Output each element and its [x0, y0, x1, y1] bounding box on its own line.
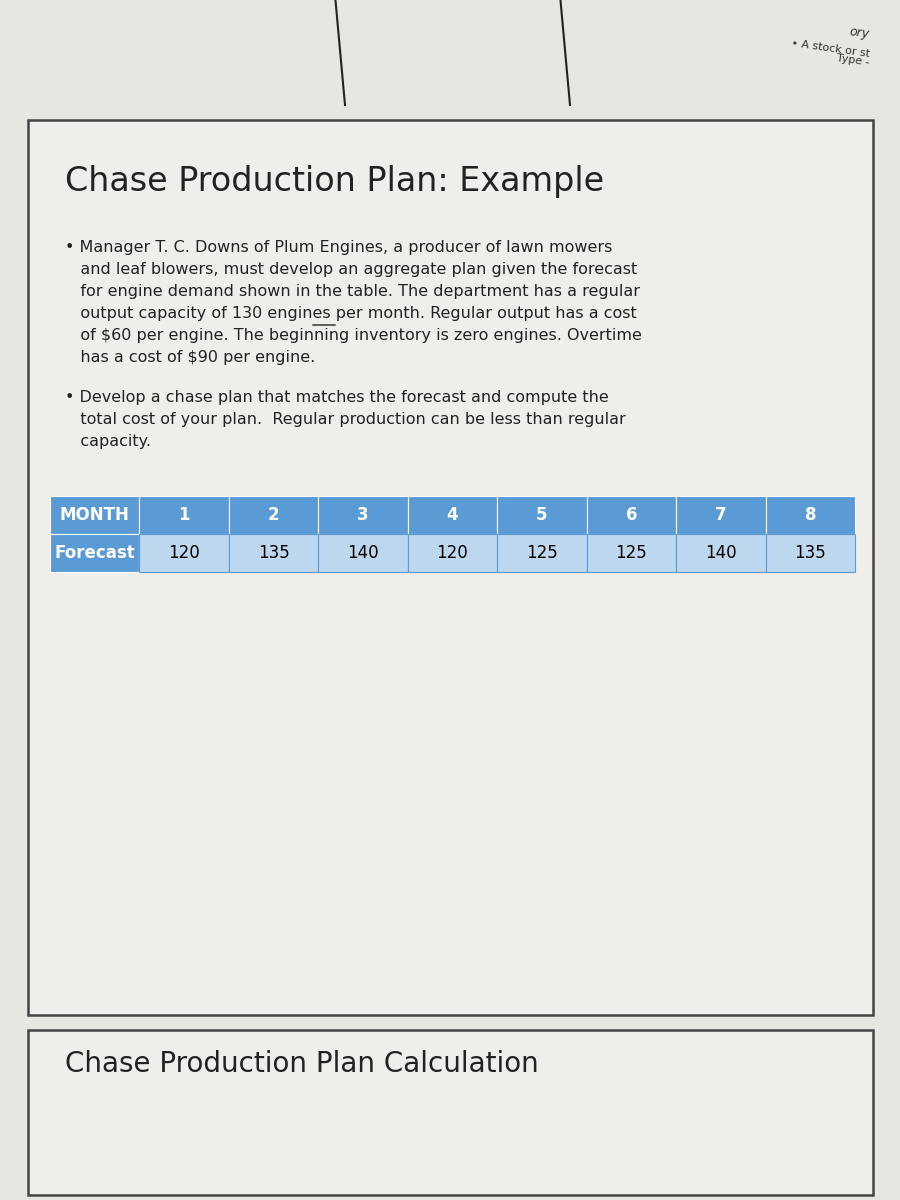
FancyBboxPatch shape [766, 534, 855, 572]
FancyBboxPatch shape [319, 534, 408, 572]
Text: for engine demand shown in the table. The department has a regular: for engine demand shown in the table. Th… [65, 284, 640, 299]
Text: • A stock or st: • A stock or st [790, 38, 870, 59]
FancyBboxPatch shape [28, 1030, 873, 1195]
Text: 2: 2 [268, 506, 279, 524]
FancyBboxPatch shape [319, 496, 408, 534]
FancyBboxPatch shape [229, 534, 319, 572]
FancyBboxPatch shape [140, 496, 229, 534]
Text: 8: 8 [805, 506, 816, 524]
FancyBboxPatch shape [408, 496, 497, 534]
FancyBboxPatch shape [229, 496, 319, 534]
Text: total cost of your plan.  Regular production can be less than regular: total cost of your plan. Regular product… [65, 412, 626, 427]
Text: 1: 1 [178, 506, 190, 524]
FancyBboxPatch shape [140, 534, 229, 572]
FancyBboxPatch shape [497, 496, 587, 534]
Text: 6: 6 [626, 506, 637, 524]
Text: has a cost of $90 per engine.: has a cost of $90 per engine. [65, 350, 315, 365]
Text: 140: 140 [347, 544, 379, 562]
Text: Forecast: Forecast [54, 544, 135, 562]
FancyBboxPatch shape [587, 496, 676, 534]
Text: capacity.: capacity. [65, 434, 151, 449]
Text: 135: 135 [795, 544, 826, 562]
Text: 125: 125 [616, 544, 647, 562]
Text: 135: 135 [257, 544, 290, 562]
Text: • Manager T. C. Downs of Plum Engines, a producer of lawn mowers: • Manager T. C. Downs of Plum Engines, a… [65, 240, 612, 254]
Text: ory: ory [849, 25, 870, 41]
FancyBboxPatch shape [50, 534, 140, 572]
FancyBboxPatch shape [497, 534, 587, 572]
FancyBboxPatch shape [408, 534, 497, 572]
FancyBboxPatch shape [676, 496, 766, 534]
Text: and leaf blowers, must develop an aggregate plan given the forecast: and leaf blowers, must develop an aggreg… [65, 262, 637, 277]
FancyBboxPatch shape [50, 496, 140, 534]
Text: • Develop a chase plan that matches the forecast and compute the: • Develop a chase plan that matches the … [65, 390, 608, 404]
FancyBboxPatch shape [28, 120, 873, 1015]
FancyBboxPatch shape [587, 534, 676, 572]
Text: 7: 7 [715, 506, 726, 524]
FancyBboxPatch shape [676, 534, 766, 572]
Text: Chase Production Plan: Example: Chase Production Plan: Example [65, 164, 604, 198]
Text: Type -: Type - [829, 52, 870, 67]
Text: 5: 5 [536, 506, 548, 524]
Text: 3: 3 [357, 506, 369, 524]
Text: 120: 120 [436, 544, 468, 562]
Text: 140: 140 [705, 544, 736, 562]
Text: 4: 4 [446, 506, 458, 524]
Text: 120: 120 [168, 544, 200, 562]
Text: 125: 125 [526, 544, 558, 562]
Text: MONTH: MONTH [59, 506, 130, 524]
Text: Chase Production Plan Calculation: Chase Production Plan Calculation [65, 1050, 539, 1078]
Text: of $60 per engine. The beginning inventory is zero engines. Overtime: of $60 per engine. The beginning invento… [65, 328, 642, 343]
FancyBboxPatch shape [766, 496, 855, 534]
Text: output capacity of 130 engines per month. Regular output has a cost: output capacity of 130 engines per month… [65, 306, 637, 320]
